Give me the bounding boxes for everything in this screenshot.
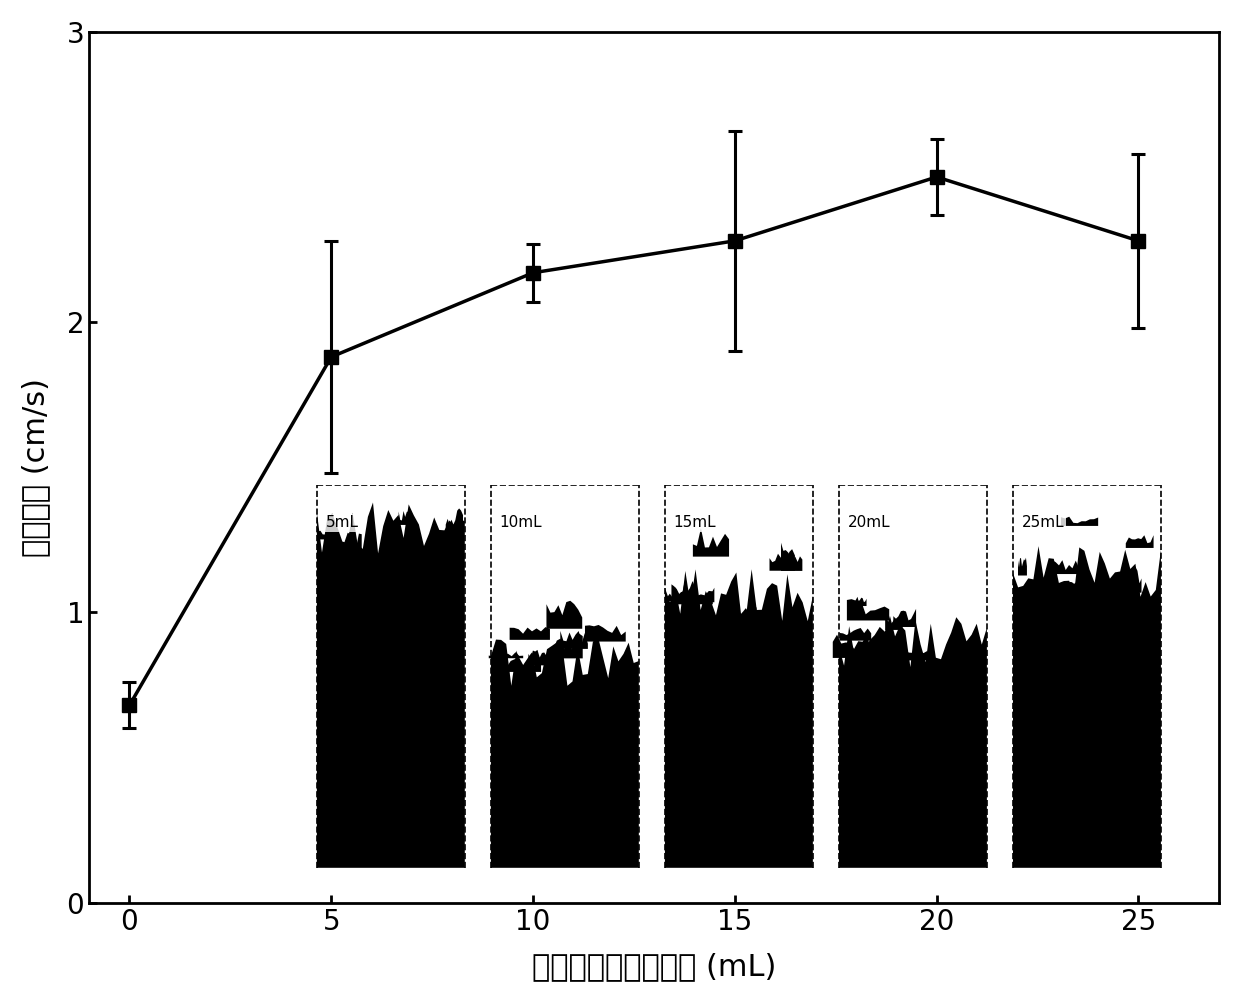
X-axis label: 死体丝状真菌投加量 (mL): 死体丝状真菌投加量 (mL) [532, 952, 776, 981]
Y-axis label: 沉降速率 (cm/s): 沉降速率 (cm/s) [21, 378, 50, 557]
